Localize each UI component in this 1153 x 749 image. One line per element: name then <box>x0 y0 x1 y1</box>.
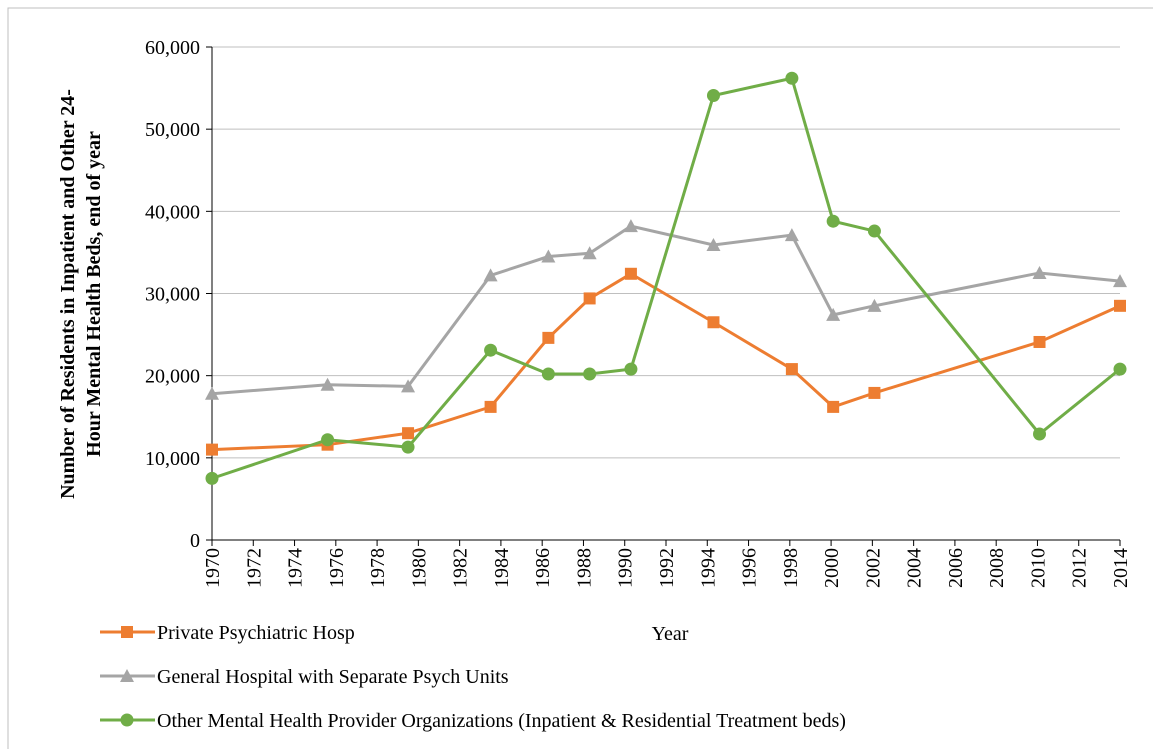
marker <box>206 443 218 456</box>
marker <box>1114 299 1126 312</box>
y-tick-label: 50,000 <box>145 119 200 141</box>
marker <box>826 214 840 228</box>
marker <box>205 386 219 400</box>
marker <box>784 228 799 242</box>
marker <box>402 427 415 440</box>
marker <box>1113 274 1127 288</box>
x-tick-label: 1988 <box>573 548 595 588</box>
marker <box>205 471 219 485</box>
x-tick-label: 2014 <box>1110 548 1132 588</box>
series-line <box>211 76 1121 480</box>
marker <box>706 88 720 102</box>
y-tick-label: 30,000 <box>145 284 200 306</box>
marker <box>582 246 597 260</box>
marker <box>624 362 638 376</box>
x-tick-label: 1986 <box>532 548 554 588</box>
y-tick-label: 20,000 <box>145 366 200 388</box>
x-tick-label: 1998 <box>780 548 802 588</box>
x-tick-label: 1990 <box>615 548 637 588</box>
y-axis-label-line: Number of Residents in Inpatient and Oth… <box>57 89 79 499</box>
x-tick-label: 1974 <box>285 548 307 588</box>
x-axis-label: Year <box>652 623 689 645</box>
y-tick-label: 10,000 <box>145 448 200 470</box>
marker <box>867 298 882 312</box>
marker <box>1032 265 1047 279</box>
x-tick-label: 1992 <box>656 548 678 588</box>
marker <box>867 224 881 238</box>
marker <box>785 71 799 85</box>
y-tick-label: 0 <box>190 530 200 552</box>
marker <box>484 343 498 357</box>
marker <box>541 367 555 381</box>
marker <box>583 292 596 305</box>
marker <box>401 440 415 454</box>
marker <box>623 219 638 233</box>
chart-border <box>7 7 1153 749</box>
x-tick-label: 1994 <box>697 548 719 588</box>
y-axis-label-line: Hour Mental Health Beds, end of year <box>83 131 105 457</box>
marker <box>121 626 133 638</box>
marker <box>483 268 498 282</box>
marker <box>1033 427 1047 441</box>
marker <box>401 379 416 393</box>
marker <box>785 363 798 376</box>
marker <box>706 238 721 252</box>
legend-label: General Hospital with Separate Psych Uni… <box>157 666 509 688</box>
x-tick-label: 1970 <box>202 548 224 588</box>
marker <box>321 433 335 447</box>
marker <box>827 400 840 413</box>
marker <box>1113 362 1127 376</box>
marker <box>707 316 720 329</box>
marker <box>826 307 841 321</box>
x-tick-label: 1980 <box>408 548 430 588</box>
x-tick-label: 2002 <box>862 548 884 588</box>
marker <box>868 386 881 399</box>
marker <box>484 400 497 413</box>
series-line <box>211 272 1121 452</box>
marker <box>541 249 556 263</box>
x-tick-label: 1984 <box>491 548 513 588</box>
marker <box>120 713 134 727</box>
y-axis-label: Number of Residents in Inpatient and Oth… <box>57 89 105 499</box>
marker <box>542 331 555 344</box>
x-tick-label: 2004 <box>904 548 926 588</box>
marker <box>120 669 134 682</box>
y-tick-label: 40,000 <box>145 201 200 223</box>
x-tick-label: 2008 <box>986 548 1008 588</box>
marker <box>1033 335 1046 348</box>
x-tick-label: 2010 <box>1027 548 1049 588</box>
x-tick-label: 1978 <box>367 548 389 588</box>
x-tick-label: 1996 <box>739 548 761 588</box>
x-tick-label: 2006 <box>945 548 967 588</box>
legend-label: Other Mental Health Provider Organizatio… <box>157 710 846 732</box>
x-tick-label: 1976 <box>326 548 348 588</box>
legend-label: Private Psychiatric Hosp <box>157 622 355 644</box>
x-tick-label: 1982 <box>450 548 472 588</box>
marker <box>583 367 597 381</box>
x-tick-label: 2000 <box>821 548 843 588</box>
y-tick-label: 60,000 <box>145 37 200 59</box>
x-tick-label: 1972 <box>243 548 265 588</box>
marker <box>624 267 637 280</box>
marker <box>320 377 335 391</box>
x-tick-label: 2012 <box>1069 548 1091 588</box>
